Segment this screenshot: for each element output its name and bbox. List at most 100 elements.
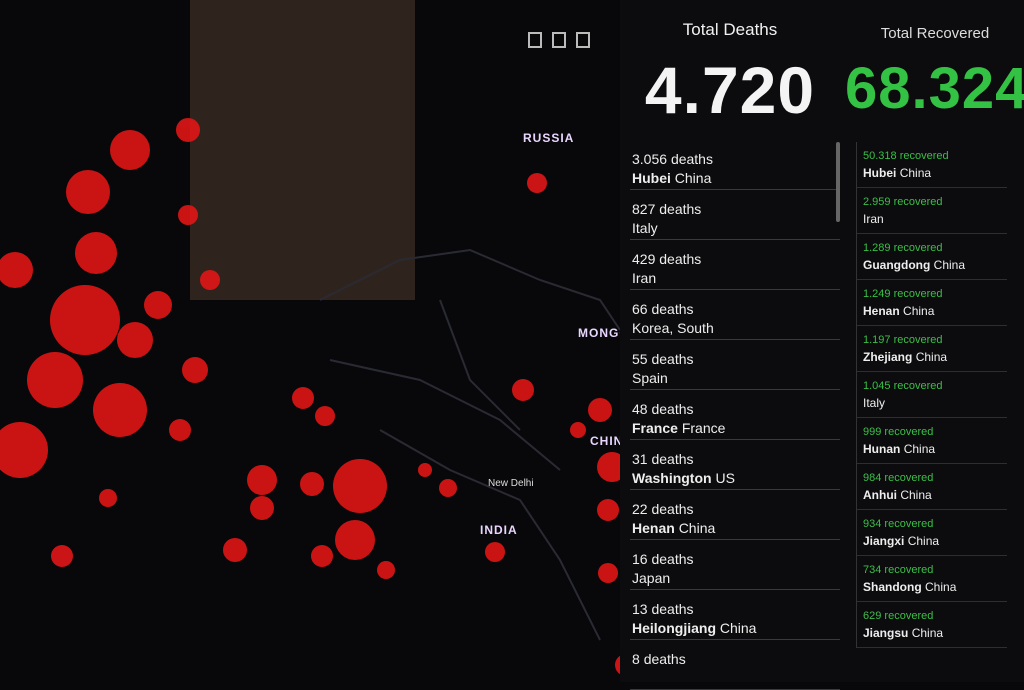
place-line: Italy — [632, 219, 840, 238]
deaths-row[interactable]: 13 deaths Heilongjiang China — [630, 590, 840, 640]
count: 934 — [863, 518, 882, 530]
place-line: Iran — [863, 211, 1007, 228]
place-line: Jiangxi China — [863, 533, 1007, 550]
count: 55 — [632, 351, 648, 367]
count-line: 934 recovered — [863, 516, 1007, 533]
tool-button[interactable] — [552, 32, 566, 48]
recovered-row[interactable]: 999 recovered Hunan China — [857, 418, 1007, 464]
deaths-row[interactable]: 3.056 deaths Hubei China — [630, 140, 840, 190]
count-line: 22 deaths — [632, 500, 840, 519]
deaths-row[interactable]: 429 deaths Iran — [630, 240, 840, 290]
region: Guangdong — [863, 258, 931, 272]
country: Iran — [632, 270, 657, 286]
region: Heilongjiang — [632, 620, 716, 636]
tool-button[interactable] — [576, 32, 590, 48]
country: China — [925, 580, 957, 594]
scrollbar[interactable] — [836, 142, 840, 222]
count-line: 827 deaths — [632, 200, 840, 219]
count: 3.056 — [632, 151, 668, 167]
place-line: Italy — [863, 395, 1007, 412]
place-line: Iran — [632, 269, 840, 288]
recovered-list[interactable]: 50.318 recovered Hubei China 2.959 recover… — [856, 142, 1007, 648]
place-line: Jiangsu China — [863, 625, 1007, 642]
country: France — [681, 420, 726, 436]
unit: deaths — [651, 301, 694, 317]
unit: deaths — [651, 551, 694, 567]
country: China — [907, 534, 940, 548]
toolbar — [518, 22, 600, 58]
country: China — [903, 442, 936, 456]
deaths-row[interactable]: 8 deaths — [630, 640, 840, 690]
unit: deaths — [651, 351, 694, 367]
place-line: Henan China — [863, 303, 1007, 320]
count: 984 — [863, 472, 882, 484]
count-line: 1.045 recovered — [863, 378, 1007, 395]
recovered-row[interactable]: 50.318 recovered Hubei China — [857, 142, 1007, 188]
count: 22 — [632, 501, 648, 517]
count-line: 48 deaths — [632, 400, 840, 419]
country: Italy — [632, 220, 658, 236]
unit: deaths — [670, 151, 713, 167]
deaths-row[interactable]: 22 deaths Henan China — [630, 490, 840, 540]
country: China — [933, 258, 966, 272]
country: US — [715, 470, 735, 486]
count-line: 50.318 recovered — [863, 148, 1007, 165]
deaths-row[interactable]: 66 deaths Korea, South — [630, 290, 840, 340]
recovered-total: 68.324 — [845, 56, 1024, 121]
count: 48 — [632, 401, 648, 417]
unit: recovered — [893, 242, 943, 254]
unit: deaths — [659, 251, 702, 267]
region: Zhejiang — [863, 350, 913, 364]
recovered-row[interactable]: 1.045 recovered Italy — [857, 372, 1007, 418]
deaths-row[interactable]: 48 deaths France France — [630, 390, 840, 440]
unit: recovered — [893, 334, 943, 346]
tool-button[interactable] — [528, 32, 542, 48]
recovered-row[interactable]: 934 recovered Jiangxi China — [857, 510, 1007, 556]
recovered-row[interactable]: 629 recovered Jiangsu China — [857, 602, 1007, 648]
recovered-row[interactable]: 1.289 recovered Guangdong China — [857, 234, 1007, 280]
place-line: Hubei China — [632, 169, 840, 188]
deaths-list[interactable]: 3.056 deaths Hubei China 827 deaths Italy 42… — [630, 140, 840, 690]
recovered-row[interactable]: 984 recovered Anhui China — [857, 464, 1007, 510]
deaths-row[interactable]: 827 deaths Italy — [630, 190, 840, 240]
country: China — [900, 488, 932, 502]
recovered-row[interactable]: 1.197 recovered Zhejiang China — [857, 326, 1007, 372]
unit: recovered — [884, 472, 934, 484]
recovered-row[interactable]: 2.959 recovered Iran — [857, 188, 1007, 234]
place-line: Shandong China — [863, 579, 1007, 596]
deaths-row[interactable]: 31 deaths Washington US — [630, 440, 840, 490]
count: 1.197 — [863, 334, 891, 346]
count-line: 13 deaths — [632, 600, 840, 619]
country: China — [899, 166, 932, 180]
place-line: Zhejiang China — [863, 349, 1007, 366]
deaths-row[interactable]: 55 deaths Spain — [630, 340, 840, 390]
count-line: 16 deaths — [632, 550, 840, 569]
map-overlay — [190, 0, 415, 300]
recovered-row[interactable]: 734 recovered Shandong China — [857, 556, 1007, 602]
country: China — [678, 520, 716, 536]
deaths-row[interactable]: 16 deaths Japan — [630, 540, 840, 590]
place-line: Washington US — [632, 469, 840, 488]
recovered-row[interactable]: 1.249 recovered Henan China — [857, 280, 1007, 326]
count: 50.318 — [863, 150, 897, 162]
unit: deaths — [651, 501, 694, 517]
count-line: 999 recovered — [863, 424, 1007, 441]
count: 8 — [632, 651, 640, 667]
count: 999 — [863, 426, 882, 438]
unit: recovered — [884, 610, 934, 622]
unit: recovered — [884, 426, 934, 438]
count: 31 — [632, 451, 648, 467]
count-line: 3.056 deaths — [632, 150, 840, 169]
count: 2.959 — [863, 196, 891, 208]
place-line: Korea, South — [632, 319, 840, 338]
map-label: RUSSIA — [523, 131, 575, 145]
country: China — [719, 620, 757, 636]
count: 1.289 — [863, 242, 891, 254]
place-line: Henan China — [632, 519, 840, 538]
map[interactable]: RUSSIA MONGO CHINA INDIA New Delhi — [0, 0, 637, 682]
country: Iran — [863, 212, 884, 226]
country: China — [915, 350, 948, 364]
region: France — [632, 420, 678, 436]
count: 13 — [632, 601, 648, 617]
